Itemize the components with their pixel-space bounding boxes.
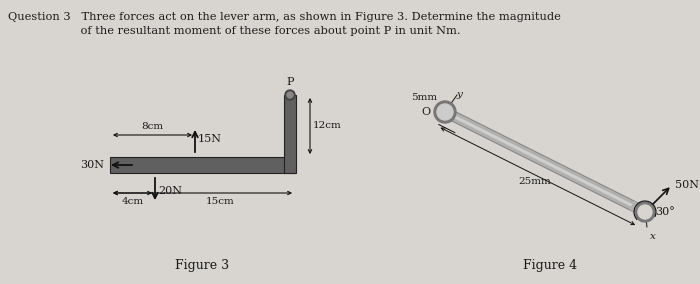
Text: Figure 3: Figure 3 — [176, 258, 230, 272]
Polygon shape — [454, 115, 637, 209]
Text: 4cm: 4cm — [121, 197, 144, 206]
Text: 25mm: 25mm — [519, 177, 552, 186]
Text: Question 3   Three forces act on the lever arm, as shown in Figure 3. Determine : Question 3 Three forces act on the lever… — [8, 12, 561, 22]
Circle shape — [437, 104, 453, 120]
Text: y: y — [456, 90, 462, 99]
Text: P: P — [286, 77, 294, 87]
Circle shape — [638, 205, 652, 219]
Polygon shape — [452, 112, 638, 212]
Polygon shape — [110, 157, 295, 173]
Circle shape — [287, 92, 293, 98]
Text: 8cm: 8cm — [141, 122, 164, 131]
Text: 15cm: 15cm — [206, 197, 235, 206]
Text: 30°: 30° — [655, 207, 675, 217]
Text: Figure 4: Figure 4 — [523, 258, 577, 272]
Circle shape — [434, 101, 456, 123]
Text: x: x — [650, 232, 656, 241]
Text: of the resultant moment of these forces about point P in unit Nm.: of the resultant moment of these forces … — [8, 26, 461, 36]
Text: 12cm: 12cm — [313, 122, 342, 131]
Text: 30N: 30N — [80, 160, 104, 170]
Circle shape — [635, 202, 655, 222]
Text: O: O — [421, 107, 430, 117]
Text: 15N: 15N — [198, 134, 222, 144]
Polygon shape — [284, 95, 296, 173]
Text: 5mm: 5mm — [411, 93, 437, 103]
Circle shape — [285, 90, 295, 100]
Text: 20N: 20N — [158, 186, 182, 196]
Polygon shape — [629, 201, 638, 212]
Text: 50N: 50N — [675, 180, 699, 190]
